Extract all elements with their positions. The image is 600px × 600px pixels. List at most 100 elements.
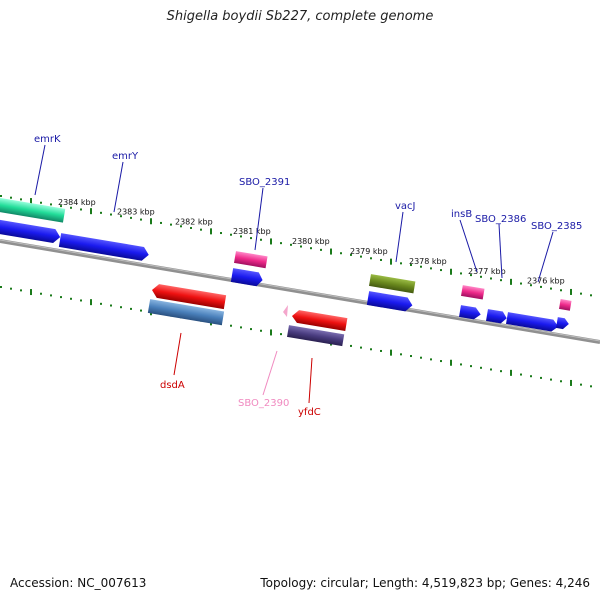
upper-scale-minor-tick <box>310 247 312 250</box>
lower-scale-minor-tick <box>500 370 502 373</box>
upper-scale-minor-tick <box>20 198 22 201</box>
upper-scale-minor-tick <box>360 255 362 258</box>
upper-scale-major-tick <box>390 258 392 265</box>
upper-scale-minor-tick <box>540 285 542 288</box>
label-emrK: emrK <box>34 134 61 145</box>
lower-scale-minor-tick <box>110 304 112 307</box>
scale-label: 2384 kbp <box>58 198 96 207</box>
label-yfdC: yfdC <box>298 407 321 418</box>
leader-insB <box>459 219 478 273</box>
lower-scale-major-tick <box>30 289 32 296</box>
label-dsdA: dsdA <box>160 380 185 391</box>
lower-scale-minor-tick <box>430 358 432 361</box>
upper-scale-minor-tick <box>460 272 462 275</box>
leader-yfdC <box>308 357 313 404</box>
upper-scale-minor-tick <box>480 275 482 278</box>
scale-label: 2378 kbp <box>409 257 447 266</box>
gene-SBO_2390 <box>283 305 288 317</box>
scale-label: 2376 kbp <box>527 277 565 286</box>
upper-scale-major-tick <box>210 228 212 235</box>
gene-dsdA-partner <box>152 284 227 310</box>
upper-scale-minor-tick <box>220 232 222 235</box>
upper-scale-minor-tick <box>300 245 302 248</box>
upper-scale-minor-tick <box>110 213 112 216</box>
upper-scale-minor-tick <box>160 221 162 224</box>
lower-scale-minor-tick <box>530 375 532 378</box>
upper-scale-minor-tick <box>100 211 102 214</box>
upper-scale-minor-tick <box>350 253 352 256</box>
lower-scale-minor-tick <box>0 286 2 288</box>
label-SBO_2386: SBO_2386 <box>475 214 526 225</box>
leader-dsdA <box>173 332 182 376</box>
genome-summary-text: Topology: circular; Length: 4,519,823 bp… <box>260 576 590 590</box>
upper-scale-minor-tick <box>50 203 52 206</box>
upper-scale-minor-tick <box>380 258 382 261</box>
upper-scale-major-tick <box>330 248 332 255</box>
gene-insB <box>461 285 485 300</box>
lower-scale-minor-tick <box>60 296 62 299</box>
upper-scale-minor-tick <box>80 208 82 211</box>
lower-scale-minor-tick <box>240 326 242 329</box>
scale-label: 2377 kbp <box>468 267 506 276</box>
lower-scale-minor-tick <box>260 329 262 332</box>
upper-scale-minor-tick <box>420 265 422 268</box>
lower-scale-minor-tick <box>360 346 362 349</box>
lower-scale-minor-tick <box>130 307 132 310</box>
upper-scale-major-tick <box>30 198 32 205</box>
lower-scale-minor-tick <box>370 348 372 351</box>
lower-scale-minor-tick <box>400 353 402 356</box>
lower-scale-minor-tick <box>40 292 42 295</box>
leader-emrK <box>34 144 46 196</box>
upper-scale-minor-tick <box>260 238 262 241</box>
lower-scale-major-tick <box>450 359 452 366</box>
upper-scale-minor-tick <box>60 205 62 208</box>
upper-scale-major-tick <box>450 268 452 275</box>
lower-scale-minor-tick <box>410 355 412 358</box>
upper-scale-minor-tick <box>240 235 242 238</box>
lower-scale-major-tick <box>570 379 572 386</box>
lower-scale-minor-tick <box>120 306 122 309</box>
upper-scale-minor-tick <box>470 274 472 277</box>
gene-SBO_2385-cds <box>556 317 569 330</box>
upper-scale-minor-tick <box>230 233 232 236</box>
upper-scale-minor-tick <box>250 237 252 240</box>
upper-scale-minor-tick <box>340 252 342 255</box>
lower-scale-minor-tick <box>550 378 552 381</box>
label-emrY: emrY <box>112 151 139 162</box>
gene-emrK-neighbor <box>0 218 61 243</box>
upper-scale-minor-tick <box>440 269 442 272</box>
upper-scale-minor-tick <box>520 282 522 285</box>
lower-scale-minor-tick <box>470 365 472 368</box>
upper-scale-minor-tick <box>400 262 402 265</box>
lower-scale-minor-tick <box>100 302 102 305</box>
lower-scale-minor-tick <box>230 324 232 327</box>
label-SBO_2390: SBO_2390 <box>238 398 289 409</box>
lower-scale-minor-tick <box>250 328 252 331</box>
upper-scale-minor-tick <box>130 216 132 219</box>
lower-scale-minor-tick <box>70 297 72 300</box>
lower-scale-minor-tick <box>10 287 12 290</box>
upper-scale-minor-tick <box>580 292 582 295</box>
scale-label: 2381 kbp <box>233 227 271 236</box>
lower-scale-minor-tick <box>420 356 422 359</box>
upper-scale-major-tick <box>570 288 572 295</box>
lower-scale-minor-tick <box>140 309 142 312</box>
upper-scale-minor-tick <box>370 257 372 260</box>
upper-scale-minor-tick <box>140 218 142 221</box>
upper-scale-minor-tick <box>40 201 42 204</box>
label-insB: insB <box>451 209 472 220</box>
upper-scale-minor-tick <box>190 226 192 229</box>
genome-backbone <box>0 239 600 344</box>
leader-SBO_2385 <box>537 231 554 283</box>
upper-scale-minor-tick <box>430 267 432 270</box>
leader-vacJ <box>395 211 404 263</box>
lower-scale-minor-tick <box>20 289 22 292</box>
gene-SBO_2385 <box>559 299 572 311</box>
upper-scale-major-tick <box>90 208 92 215</box>
upper-scale-minor-tick <box>590 294 592 297</box>
lower-scale-minor-tick <box>590 385 592 388</box>
gene-SBO_2391-cds <box>230 268 263 287</box>
upper-scale-minor-tick <box>500 279 502 282</box>
leader-SBO_2391 <box>254 187 264 251</box>
scale-ticks-upper <box>0 195 592 297</box>
